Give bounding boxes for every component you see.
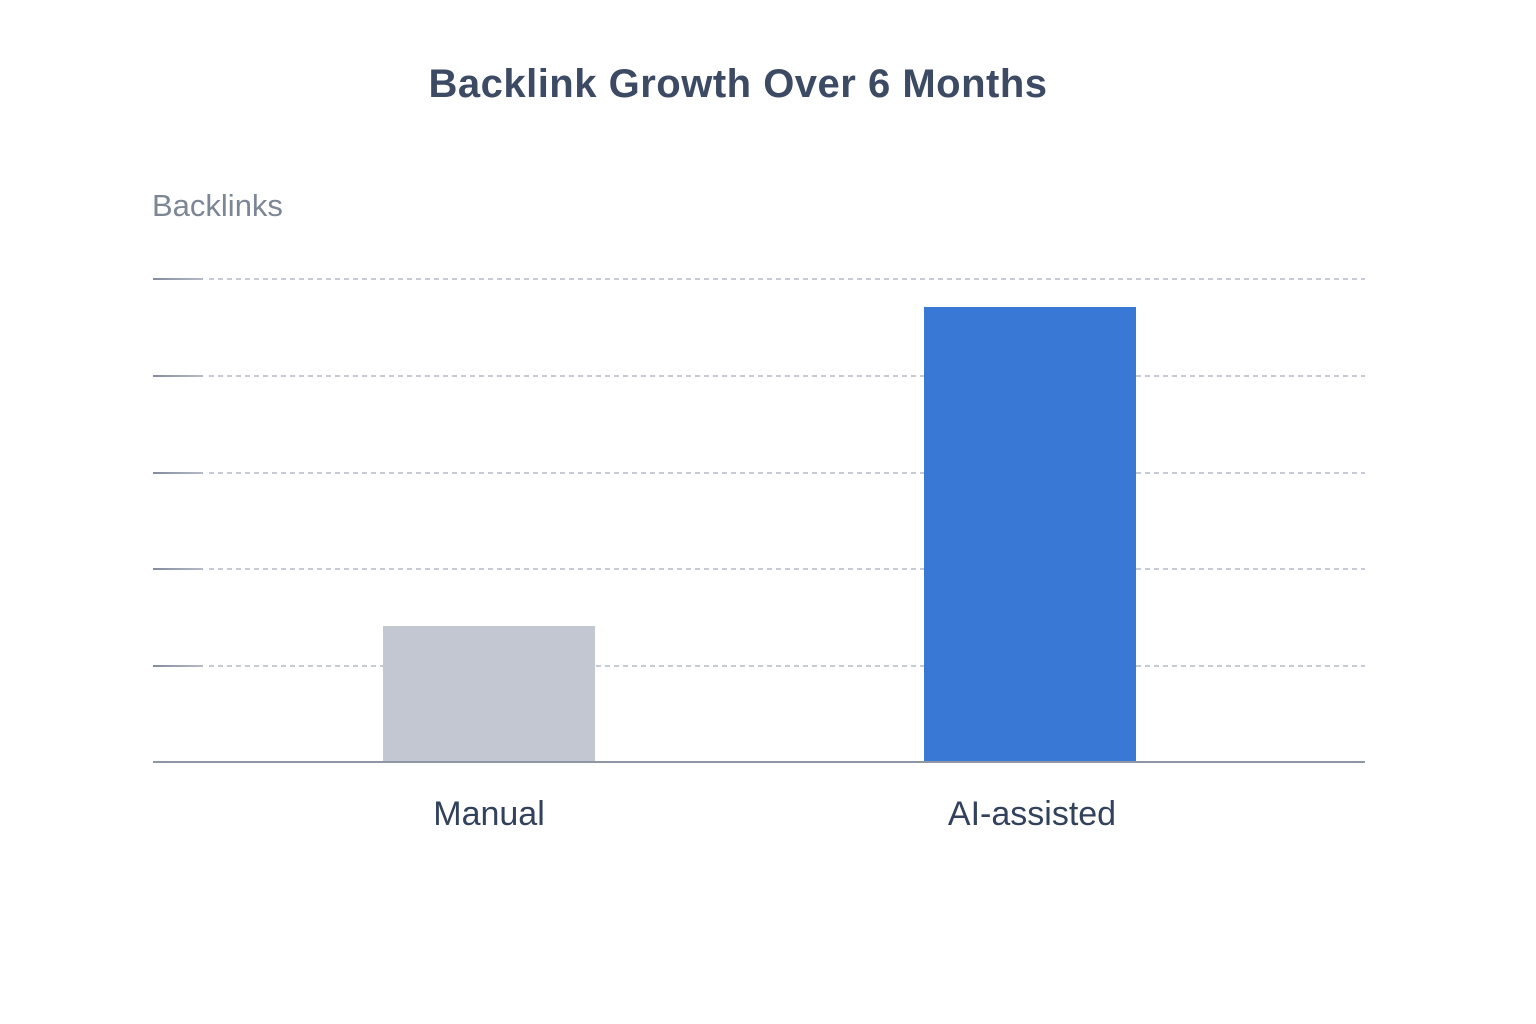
x-tick-label-manual: Manual — [433, 795, 545, 833]
y-axis-label: Backlinks — [152, 188, 283, 223]
y-tick — [153, 665, 203, 667]
gridline — [153, 665, 1365, 667]
bar-ai-assisted — [924, 307, 1136, 762]
plot-area — [153, 278, 1365, 763]
gridline — [153, 375, 1365, 377]
x-axis-line — [153, 761, 1365, 763]
gridline-dots — [209, 665, 1365, 667]
y-tick — [153, 472, 203, 474]
gridline — [153, 278, 1365, 280]
gridline — [153, 472, 1365, 474]
x-tick-label-ai-assisted: AI-assisted — [947, 795, 1117, 833]
bar-manual — [383, 626, 595, 762]
y-tick — [153, 375, 203, 377]
gridline-dots — [209, 278, 1365, 280]
gridline-dots — [209, 472, 1365, 474]
gridline-dots — [209, 375, 1365, 377]
gridline — [153, 568, 1365, 570]
y-tick — [153, 278, 203, 280]
gridline-dots — [209, 568, 1365, 570]
y-tick — [153, 568, 203, 570]
chart-title: Backlink Growth Over 6 Months — [428, 62, 1048, 106]
